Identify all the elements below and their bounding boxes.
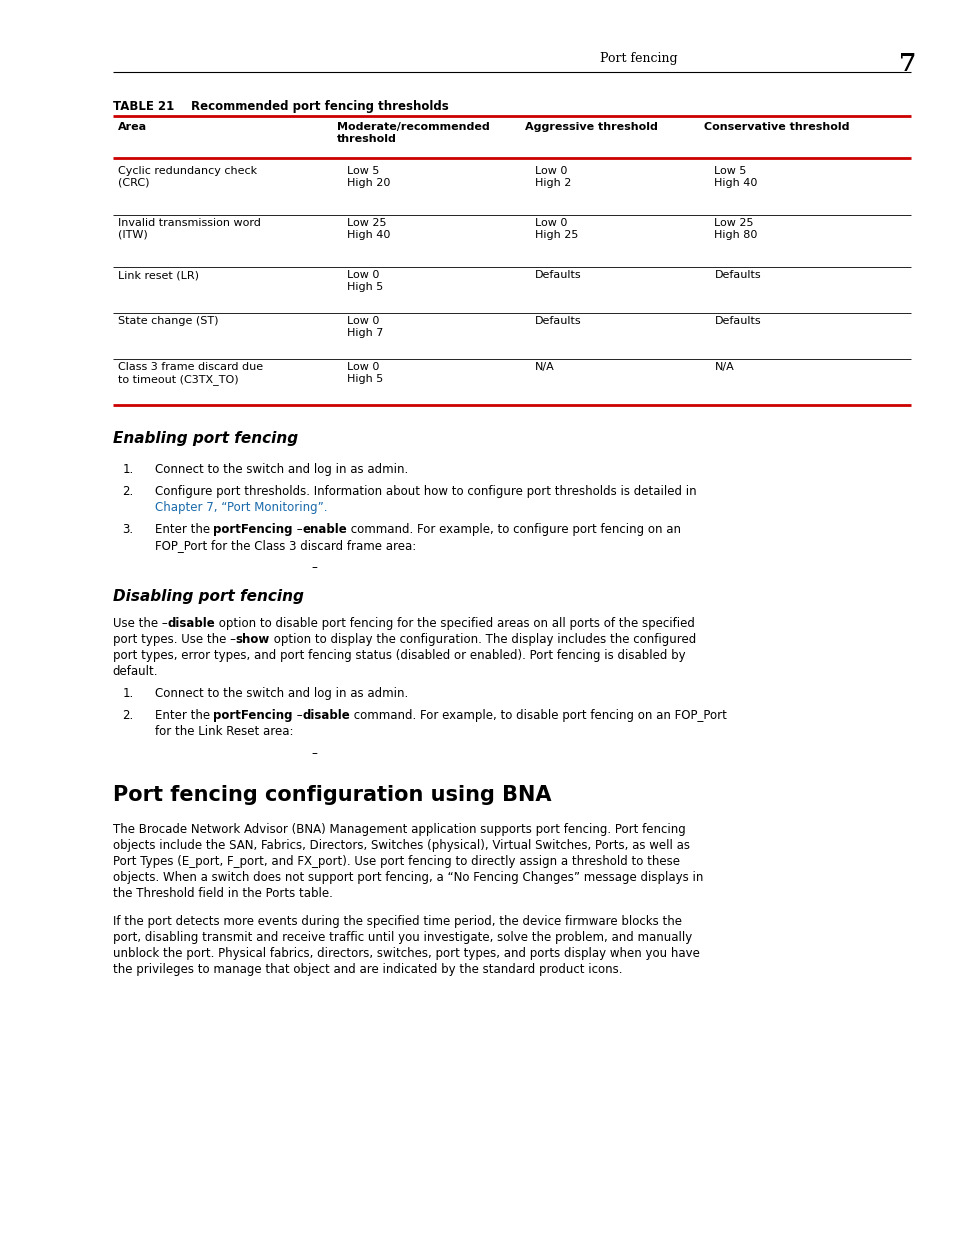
Text: Recommended port fencing thresholds: Recommended port fencing thresholds — [191, 100, 448, 112]
Text: disable: disable — [167, 618, 214, 630]
Text: Enter the: Enter the — [154, 522, 213, 536]
Text: command. For example, to disable port fencing on an FOP_Port: command. For example, to disable port fe… — [350, 709, 726, 722]
Text: Moderate/recommended
threshold: Moderate/recommended threshold — [336, 122, 490, 143]
Text: the privileges to manage that object and are indicated by the standard product i: the privileges to manage that object and… — [112, 963, 621, 976]
Text: portFencing: portFencing — [213, 522, 293, 536]
Text: –: – — [293, 709, 302, 722]
Text: Cyclic redundancy check
(CRC): Cyclic redundancy check (CRC) — [117, 165, 256, 188]
Text: Low 0
High 5: Low 0 High 5 — [347, 362, 383, 384]
Text: State change (ST): State change (ST) — [117, 316, 218, 326]
Text: –: – — [293, 522, 302, 536]
Text: Enabling port fencing: Enabling port fencing — [112, 431, 297, 446]
Text: disable: disable — [302, 709, 350, 722]
Text: 3.: 3. — [122, 522, 133, 536]
Text: Conservative threshold: Conservative threshold — [703, 122, 849, 132]
Text: Low 25
High 80: Low 25 High 80 — [714, 219, 757, 240]
Text: 1.: 1. — [122, 463, 133, 475]
Text: Low 0
High 25: Low 0 High 25 — [535, 219, 578, 240]
Text: Area: Area — [117, 122, 147, 132]
Text: N/A: N/A — [535, 362, 554, 372]
Text: –: – — [312, 561, 317, 574]
Text: Low 25
High 40: Low 25 High 40 — [347, 219, 390, 240]
Text: Low 5
High 40: Low 5 High 40 — [714, 165, 757, 188]
Text: Disabling port fencing: Disabling port fencing — [112, 589, 303, 604]
Text: Connect to the switch and log in as admin.: Connect to the switch and log in as admi… — [154, 463, 407, 475]
Text: Class 3 frame discard due
to timeout (C3TX_TO): Class 3 frame discard due to timeout (C3… — [117, 362, 262, 384]
Text: the Threshold field in the Ports table.: the Threshold field in the Ports table. — [112, 887, 332, 900]
Text: Link reset (LR): Link reset (LR) — [117, 270, 198, 280]
Text: port, disabling transmit and receive traffic until you investigate, solve the pr: port, disabling transmit and receive tra… — [112, 931, 691, 944]
Text: unblock the port. Physical fabrics, directors, switches, port types, and ports d: unblock the port. Physical fabrics, dire… — [112, 947, 699, 960]
Text: command. For example, to configure port fencing on an: command. For example, to configure port … — [347, 522, 680, 536]
Text: Low 0
High 5: Low 0 High 5 — [347, 270, 383, 291]
Text: TABLE 21: TABLE 21 — [112, 100, 173, 112]
Text: Chapter 7, “Port Monitoring”.: Chapter 7, “Port Monitoring”. — [154, 501, 327, 514]
Text: Aggressive threshold: Aggressive threshold — [524, 122, 657, 132]
Text: If the port detects more events during the specified time period, the device fir: If the port detects more events during t… — [112, 915, 680, 927]
Text: Port Types (E_port, F_port, and FX_port). Use port fencing to directly assign a : Port Types (E_port, F_port, and FX_port)… — [112, 855, 679, 868]
Text: Low 5
High 20: Low 5 High 20 — [347, 165, 390, 188]
Text: Use the –: Use the – — [112, 618, 167, 630]
Text: The Brocade Network Advisor (BNA) Management application supports port fencing. : The Brocade Network Advisor (BNA) Manage… — [112, 823, 684, 836]
Text: objects. When a switch does not support port fencing, a “No Fencing Changes” mes: objects. When a switch does not support … — [112, 871, 702, 884]
Text: Enter the: Enter the — [154, 709, 213, 722]
Text: Connect to the switch and log in as admin.: Connect to the switch and log in as admi… — [154, 687, 407, 700]
Text: Low 0
High 7: Low 0 High 7 — [347, 316, 383, 337]
Text: show: show — [235, 634, 270, 646]
Text: portFencing: portFencing — [213, 709, 293, 722]
Text: option to display the configuration. The display includes the configured: option to display the configuration. The… — [270, 634, 696, 646]
Text: Port fencing: Port fencing — [599, 52, 677, 65]
Text: 2.: 2. — [122, 485, 133, 498]
Text: objects include the SAN, Fabrics, Directors, Switches (physical), Virtual Switch: objects include the SAN, Fabrics, Direct… — [112, 839, 689, 852]
Text: port types, error types, and port fencing status (disabled or enabled). Port fen: port types, error types, and port fencin… — [112, 650, 684, 662]
Text: enable: enable — [302, 522, 347, 536]
Text: N/A: N/A — [714, 362, 734, 372]
Text: Defaults: Defaults — [714, 316, 760, 326]
Text: default.: default. — [112, 664, 158, 678]
Text: Low 0
High 2: Low 0 High 2 — [535, 165, 571, 188]
Text: 2.: 2. — [122, 709, 133, 722]
Text: FOP_Port for the Class 3 discard frame area:: FOP_Port for the Class 3 discard frame a… — [154, 538, 416, 552]
Text: Port fencing configuration using BNA: Port fencing configuration using BNA — [112, 785, 551, 805]
Text: Defaults: Defaults — [535, 316, 580, 326]
Text: Configure port thresholds. Information about how to configure port thresholds is: Configure port thresholds. Information a… — [154, 485, 696, 498]
Text: option to disable port fencing for the specified areas on all ports of the speci: option to disable port fencing for the s… — [214, 618, 694, 630]
Text: Defaults: Defaults — [714, 270, 760, 280]
Text: 7: 7 — [898, 52, 915, 77]
Text: Defaults: Defaults — [535, 270, 580, 280]
Text: 1.: 1. — [122, 687, 133, 700]
Text: –: – — [312, 747, 317, 760]
Text: for the Link Reset area:: for the Link Reset area: — [154, 725, 293, 739]
Text: Invalid transmission word
(ITW): Invalid transmission word (ITW) — [117, 219, 260, 240]
Text: port types. Use the –: port types. Use the – — [112, 634, 235, 646]
